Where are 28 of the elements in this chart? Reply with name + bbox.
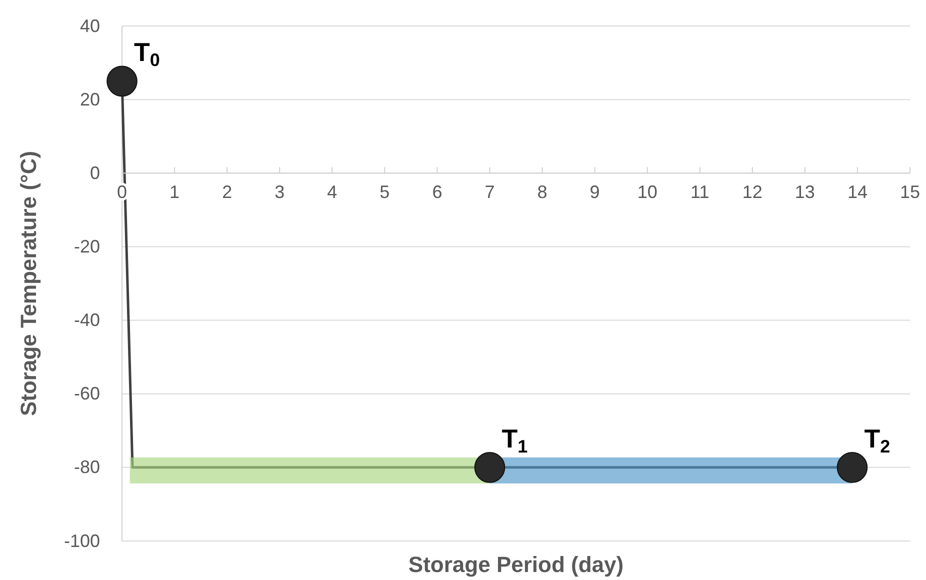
x-tick-label: 11 bbox=[690, 182, 710, 202]
y-tick-label: -20 bbox=[74, 236, 100, 256]
y-tick-label: -60 bbox=[74, 384, 100, 404]
x-tick-label: 15 bbox=[900, 182, 920, 202]
annotation: T$_{2}$ bbox=[864, 423, 890, 457]
y-axis-title: Storage Temperature (°C) bbox=[16, 150, 41, 416]
y-tick-label: 40 bbox=[80, 16, 100, 36]
y-tick-label: -80 bbox=[74, 457, 100, 478]
x-tick-label: 3 bbox=[274, 182, 285, 202]
y-tick-label: -40 bbox=[74, 310, 100, 330]
x-axis-title: Storage Period (day) bbox=[408, 552, 624, 577]
x-tick-label: 6 bbox=[432, 182, 442, 202]
x-tick-label: 13 bbox=[794, 182, 815, 202]
annotation: T$_{1}$ bbox=[502, 423, 528, 457]
y-tick-label: 20 bbox=[80, 89, 100, 110]
x-tick-label: 5 bbox=[380, 182, 390, 202]
x-tick-label: 1 bbox=[170, 182, 180, 202]
x-tick-label: 7 bbox=[484, 182, 495, 202]
y-tick-label: -100 bbox=[64, 530, 100, 551]
annotation: T$_{0}$ bbox=[134, 37, 160, 71]
x-tick-label: 8 bbox=[537, 182, 548, 202]
x-tick-label: 14 bbox=[847, 182, 868, 202]
x-tick-label: 12 bbox=[742, 182, 762, 202]
x-tick-label: 10 bbox=[637, 182, 658, 202]
x-tick-label: 4 bbox=[327, 182, 338, 202]
x-tick-label: 9 bbox=[590, 182, 600, 202]
x-tick-label: 2 bbox=[222, 182, 232, 202]
y-tick-label: 0 bbox=[90, 162, 100, 183]
